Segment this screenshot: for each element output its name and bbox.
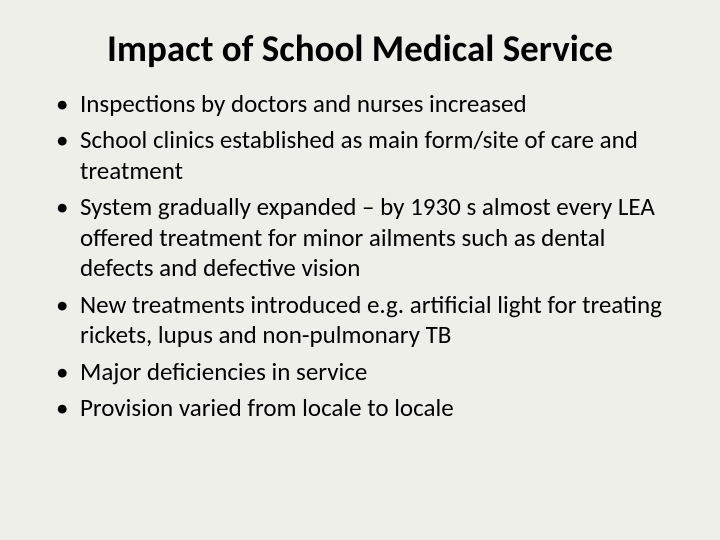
bullet-item: School clinics established as main form/… (50, 125, 670, 186)
slide: Impact of School Medical Service Inspect… (0, 0, 720, 540)
bullet-item: New treatments introduced e.g. artificia… (50, 290, 670, 351)
bullet-item: Provision varied from locale to locale (50, 393, 670, 424)
bullet-list: Inspections by doctors and nurses increa… (50, 89, 670, 424)
slide-title: Impact of School Medical Service (50, 28, 670, 71)
bullet-item: Inspections by doctors and nurses increa… (50, 89, 670, 120)
bullet-item: System gradually expanded – by 1930 s al… (50, 192, 670, 284)
bullet-item: Major deficiencies in service (50, 357, 670, 388)
